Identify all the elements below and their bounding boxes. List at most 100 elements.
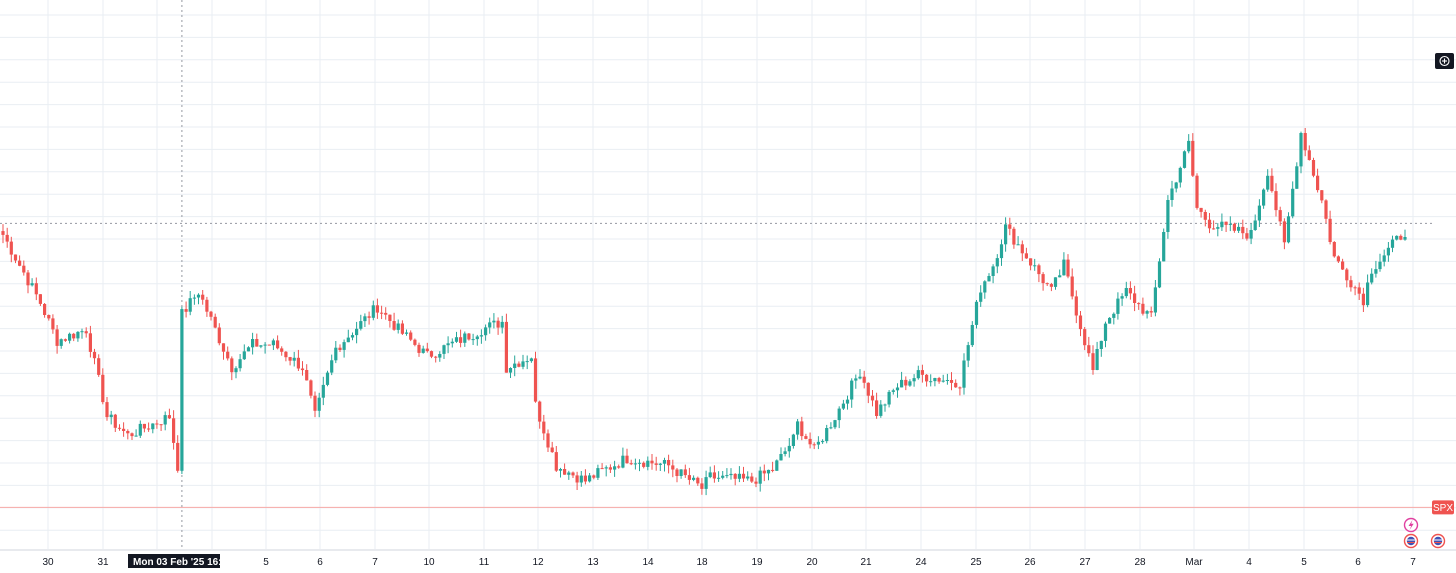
candle-body — [359, 321, 363, 329]
candle-body — [837, 408, 841, 421]
candle-body — [467, 333, 471, 340]
candle-body — [163, 415, 167, 425]
candle-body — [887, 391, 891, 405]
candle-body — [1041, 274, 1045, 284]
candle-body — [629, 463, 633, 465]
candle-body — [1145, 311, 1149, 314]
candle-body — [217, 327, 221, 344]
event-flash-button[interactable] — [1403, 517, 1419, 533]
candle-body — [617, 466, 621, 468]
candle-body — [883, 404, 887, 406]
candle-body — [380, 312, 384, 314]
candle-body — [804, 436, 808, 439]
candle-body — [1395, 235, 1399, 240]
candle-body — [288, 357, 292, 361]
candle-body — [43, 304, 47, 315]
candle-body — [375, 305, 379, 313]
candle-body — [1170, 188, 1174, 200]
candle-body — [338, 347, 342, 350]
candle-body — [88, 333, 92, 352]
candle-body — [1270, 175, 1274, 192]
candle-body — [325, 372, 330, 385]
candle-body — [870, 395, 875, 401]
candle-body — [1062, 259, 1066, 276]
candle-body — [122, 428, 126, 431]
candle-body — [725, 475, 729, 477]
candle-body — [746, 476, 750, 479]
candle-body — [1020, 244, 1024, 254]
candle-body — [1157, 261, 1162, 288]
candle-body — [775, 460, 779, 471]
candle-body — [1137, 303, 1141, 305]
candle-body — [1361, 293, 1365, 306]
crosshair-time-badge: Mon 03 Feb '25 16:30 — [128, 554, 233, 568]
candle-body — [662, 460, 667, 464]
candle-body — [758, 470, 762, 484]
candle-body — [970, 325, 974, 346]
candle-body — [492, 320, 496, 323]
candle-body — [633, 463, 637, 465]
candle-body — [1103, 323, 1108, 341]
candle-body — [829, 427, 833, 429]
candle-body — [1091, 353, 1095, 370]
candle-body — [687, 475, 691, 480]
candle-body — [550, 447, 554, 453]
candle-body — [1070, 276, 1074, 297]
candle-body — [925, 374, 929, 382]
candle-body — [1045, 283, 1049, 285]
candle-body — [305, 370, 309, 381]
candle-body — [142, 423, 146, 429]
candle-body — [1336, 256, 1340, 262]
candle-body — [1187, 140, 1191, 152]
candle-body — [130, 433, 134, 437]
event-flag-button-2[interactable] — [1430, 533, 1446, 549]
candle-body — [1237, 226, 1241, 231]
candle-body — [26, 272, 30, 286]
candle-body — [1262, 189, 1266, 206]
candle-body — [263, 344, 267, 346]
candle-body — [575, 475, 579, 483]
candle-body — [284, 351, 288, 358]
candle-body — [504, 321, 508, 373]
candle-body — [450, 341, 454, 344]
candle-body — [796, 421, 800, 435]
candle-body — [1382, 255, 1386, 262]
candle-body — [979, 292, 983, 302]
candle-body — [184, 309, 188, 312]
candle-body — [558, 469, 563, 471]
candle-body — [1386, 247, 1390, 256]
x-tick-label: 5 — [1301, 557, 1307, 568]
x-tick-label: 28 — [1134, 557, 1146, 568]
candle-body — [101, 374, 105, 403]
x-tick-label: 13 — [587, 557, 599, 568]
candle-body — [671, 465, 675, 470]
x-tick-label: 6 — [317, 557, 323, 568]
candle-body — [13, 254, 18, 261]
crosshair-plus-button[interactable] — [1435, 53, 1454, 69]
candle-body — [1328, 218, 1332, 242]
candle-body — [1374, 269, 1378, 274]
candle-body — [1153, 287, 1157, 313]
candle-body — [213, 316, 217, 328]
candle-body — [1058, 275, 1062, 278]
event-flag-button-1[interactable] — [1403, 533, 1419, 549]
candle-body — [1087, 345, 1091, 354]
candle-body — [737, 473, 741, 479]
chart-grid — [0, 0, 1456, 549]
candle-body — [1295, 166, 1299, 189]
x-tick-label: 5 — [263, 557, 269, 568]
candle-body — [1099, 340, 1103, 349]
candle-body — [1390, 239, 1395, 248]
candle-body — [1174, 182, 1178, 189]
candle-body — [34, 283, 38, 295]
candle-body — [642, 462, 646, 467]
candle-body — [296, 357, 300, 369]
candle-body — [563, 469, 567, 475]
candle-body — [317, 397, 321, 411]
candle-body — [733, 473, 737, 479]
candle-body — [1128, 288, 1132, 294]
candle-body — [1066, 259, 1070, 277]
candle-body — [334, 347, 338, 361]
candle-body — [342, 342, 346, 350]
